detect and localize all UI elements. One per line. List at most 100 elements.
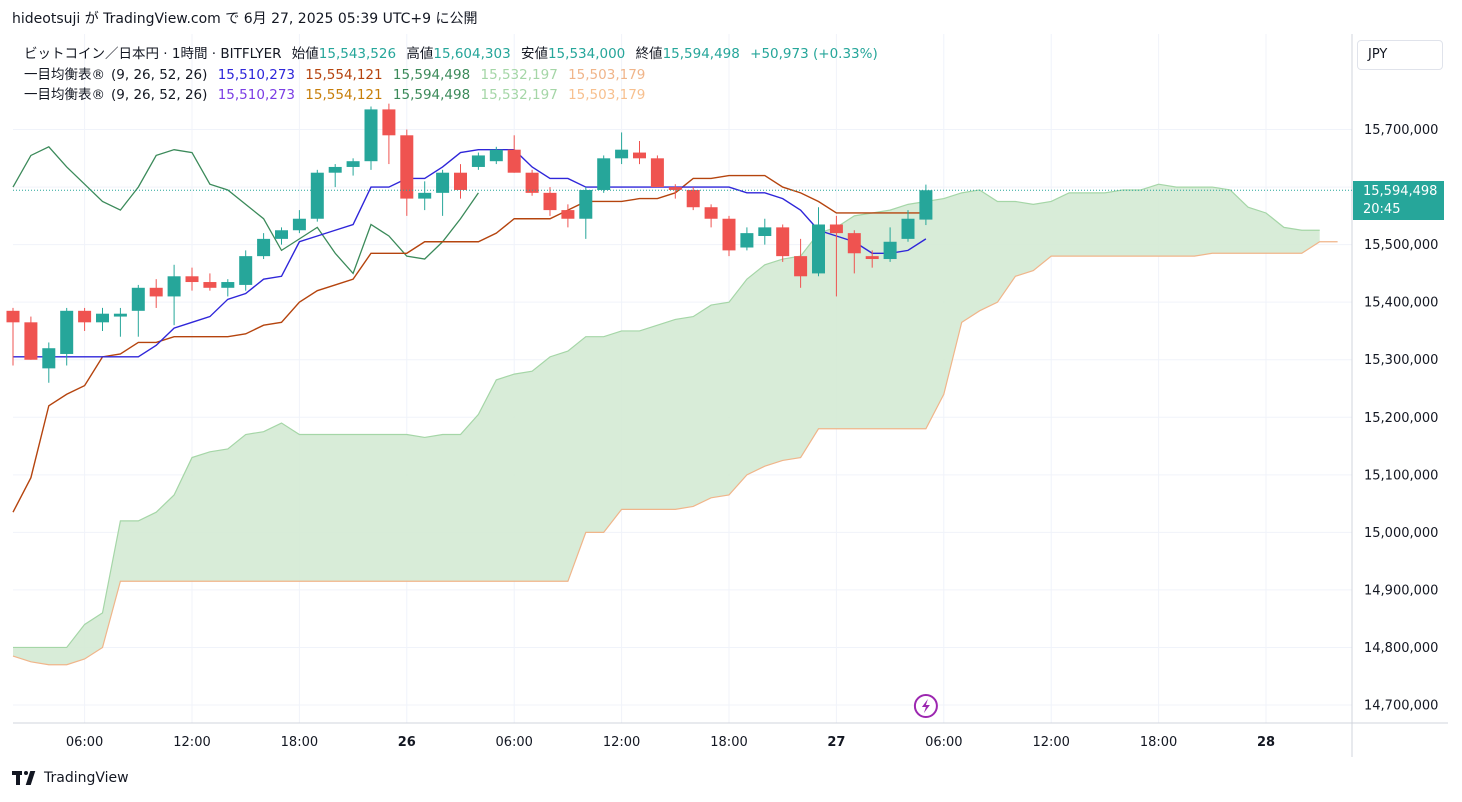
candle-body <box>42 348 56 369</box>
x-tick-label: 06:00 <box>925 735 962 750</box>
candle-body <box>794 256 808 277</box>
candle-body <box>328 166 342 173</box>
ichimoku1-kijun-value: 15,554,121 <box>305 66 383 83</box>
candle-body <box>454 172 467 190</box>
candle-body <box>149 287 163 297</box>
candle-body <box>740 233 754 248</box>
x-tick-label: 18:00 <box>281 735 318 750</box>
base-line <box>12 174 926 513</box>
ichimoku1-tenkan-value: 15,510,273 <box>217 66 295 83</box>
candlestick-series <box>6 103 933 383</box>
legend-low-label: 安値 <box>520 46 548 62</box>
candle-body <box>185 276 199 283</box>
ichimoku1-span-b-value: 15,503,179 <box>568 66 646 83</box>
x-tick-label: 18:00 <box>710 735 747 750</box>
candle-body <box>60 310 74 354</box>
candle-body <box>436 172 450 193</box>
candle-body <box>579 189 593 219</box>
x-tick-label: 06:00 <box>66 735 103 750</box>
ichimoku-name-1: 一目均衡表® <box>24 66 105 83</box>
y-tick-label: 15,200,000 <box>1364 411 1438 426</box>
legend-ichimoku-row-2[interactable]: 一目均衡表® (9, 26, 52, 26) 15,510,273 15,554,… <box>24 85 884 106</box>
x-tick-label: 28 <box>1257 735 1275 750</box>
last-price-tag: 15,594,498 20:45 <box>1353 181 1444 220</box>
candle-body <box>113 313 127 317</box>
candle-body <box>96 313 109 323</box>
candle-body <box>310 172 324 219</box>
candle-body <box>418 192 432 199</box>
x-tick-label: 27 <box>827 735 845 750</box>
candle-body <box>829 224 843 234</box>
candle-body <box>78 310 92 323</box>
candle-body <box>812 224 825 274</box>
candle-body <box>561 210 575 219</box>
x-tick-label: 12:00 <box>603 735 640 750</box>
candle-body <box>901 218 915 239</box>
legend-open: 15,543,526 <box>318 46 397 62</box>
candle-body <box>131 287 145 311</box>
candle-body <box>722 218 736 251</box>
y-tick-label: 14,800,000 <box>1364 641 1438 656</box>
x-tick-label: 26 <box>398 735 416 750</box>
chart-legend: ビットコイン／日本円 · 1時間 · BITFLYER 始値15,543,526… <box>24 44 884 106</box>
y-tick-label: 15,100,000 <box>1364 468 1438 483</box>
candle-body <box>346 161 360 167</box>
publish-header: hideotsuji が TradingView.com で 6月 27, 20… <box>12 11 478 27</box>
legend-symbol-row: ビットコイン／日本円 · 1時間 · BITFLYER 始値15,543,526… <box>24 44 884 65</box>
ichimoku-name-2: 一目均衡表® <box>24 87 105 103</box>
candle-body <box>203 282 217 288</box>
legend-low: 15,534,000 <box>547 46 626 62</box>
legend-high: 15,604,303 <box>433 46 511 62</box>
candle-body <box>668 187 682 190</box>
x-tick-label: 06:00 <box>495 735 532 750</box>
candle-body <box>704 207 718 219</box>
legend-high-label: 高値 <box>406 46 434 62</box>
legend-symbol[interactable]: ビットコイン／日本円 · 1時間 · BITFLYER <box>24 46 282 62</box>
y-tick-label: 15,400,000 <box>1364 296 1438 311</box>
candle-body <box>400 135 414 199</box>
ichimoku2-kijun-value: 15,554,121 <box>305 87 383 103</box>
candle-body <box>489 149 503 162</box>
tradingview-footer[interactable]: TradingView <box>12 770 129 786</box>
candle-body <box>919 190 933 220</box>
legend-close-label: 終値 <box>635 46 663 62</box>
ichimoku-params-2: (9, 26, 52, 26) <box>111 87 208 103</box>
candle-body <box>382 109 396 136</box>
candle-body <box>776 227 790 257</box>
lagging-span-line <box>12 146 479 275</box>
legend-ichimoku-row-1[interactable]: 一目均衡表® (9, 26, 52, 26) 15,510,273 15,554,… <box>24 65 884 86</box>
ichimoku-params-1: (9, 26, 52, 26) <box>111 66 208 83</box>
legend-open-label: 始値 <box>291 46 319 62</box>
currency-selector[interactable]: JPY <box>1357 40 1443 70</box>
ichimoku2-chikou-value: 15,594,498 <box>392 87 471 103</box>
candle-body <box>650 158 664 188</box>
leading-span-a-line <box>13 183 1320 649</box>
ichimoku2-tenkan-value: 15,510,273 <box>217 87 295 103</box>
tradingview-logo-icon <box>12 771 38 785</box>
candle-body <box>883 241 897 260</box>
candle-body <box>847 233 861 254</box>
candle-body <box>167 276 181 297</box>
bar-countdown: 20:45 <box>1363 202 1401 217</box>
candle-body <box>221 282 235 288</box>
candle-body <box>24 322 38 360</box>
ichimoku-lines <box>12 146 1338 666</box>
conversion-line <box>13 148 927 358</box>
tradingview-brand: TradingView <box>44 770 129 786</box>
ichimoku2-span-a-value: 15,532,197 <box>480 87 558 103</box>
ichimoku1-chikou-value: 15,594,498 <box>392 66 471 83</box>
legend-change: +50,973 (+0.33%) <box>750 46 878 62</box>
candle-body <box>758 227 772 237</box>
candle-body <box>525 172 539 193</box>
candle-body <box>239 256 253 285</box>
candle-body <box>543 192 557 211</box>
candle-body <box>865 256 879 260</box>
y-tick-label: 15,000,000 <box>1364 526 1438 541</box>
y-tick-label: 15,300,000 <box>1364 353 1438 368</box>
candle-body <box>471 155 485 167</box>
candle-body <box>275 230 288 239</box>
candle-body <box>686 189 700 208</box>
y-tick-label: 15,700,000 <box>1364 123 1438 138</box>
candle-body <box>292 218 306 231</box>
